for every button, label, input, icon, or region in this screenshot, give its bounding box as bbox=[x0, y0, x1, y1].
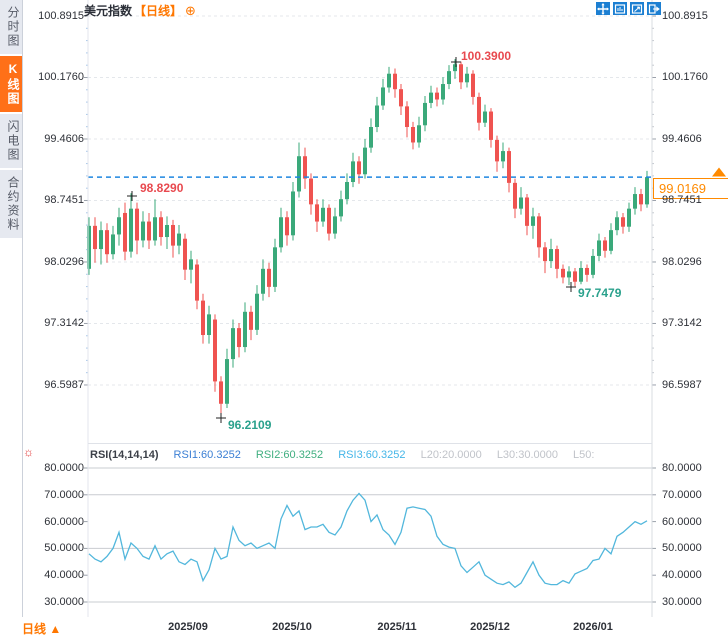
y-axis-label-right: 100.8915 bbox=[662, 10, 708, 22]
rsi-axis-label-left: 80.0000 bbox=[44, 462, 84, 474]
rsi-title: RSI(14,14,14) bbox=[90, 449, 159, 461]
rsi-axis-label-right: 30.0000 bbox=[662, 596, 702, 608]
y-axis-label-left: 100.1760 bbox=[38, 71, 84, 84]
bottom-bar: 日线 ▲ 2025/09 2025/10 2025/11 2025/12 2026/01 bbox=[0, 617, 728, 637]
price-annotation: 98.8290 bbox=[140, 181, 184, 195]
sidebar: 分时图 K线图 闪电图 合约资料 bbox=[0, 0, 23, 637]
zoom-y-icon[interactable] bbox=[630, 2, 644, 15]
x-axis-label: 2025/10 bbox=[272, 621, 312, 633]
sidebar-tab-3[interactable]: 闪电图 bbox=[0, 114, 22, 168]
price-annotation: 100.3900 bbox=[461, 49, 512, 63]
instrument-title: 美元指数 bbox=[84, 4, 133, 18]
price-annotation: 97.7479 bbox=[578, 286, 622, 300]
chart-header: 美元指数 【日线】 ⊕ bbox=[84, 2, 196, 18]
pan-icon[interactable] bbox=[596, 2, 610, 15]
y-axis-label-right: 96.5987 bbox=[662, 378, 702, 391]
rsi-axis-label-right: 60.0000 bbox=[662, 515, 702, 528]
rsi-axis-label-left: 70.0000 bbox=[44, 488, 84, 501]
current-price-badge: 99.0169 bbox=[653, 178, 728, 200]
rsi-axis-label-left: 30.0000 bbox=[44, 596, 84, 608]
rsi3-value: RSI3:60.3252 bbox=[338, 449, 406, 461]
expand-icon[interactable]: ⊕ bbox=[185, 3, 196, 18]
zoom-x-icon[interactable] bbox=[613, 2, 627, 15]
y-axis-label-left: 100.8915 bbox=[38, 10, 84, 22]
x-axis-label: 2026/01 bbox=[573, 621, 613, 633]
y-axis-label-right: 97.3142 bbox=[662, 317, 702, 330]
x-axis-label: 2025/09 bbox=[168, 621, 208, 633]
y-axis-label-right: 98.7451 bbox=[662, 194, 702, 207]
rsi-axis-label-right: 80.0000 bbox=[662, 462, 702, 474]
price-annotation: 96.2109 bbox=[228, 418, 272, 432]
exit-icon[interactable] bbox=[647, 2, 661, 15]
rsi-header: RSI(14,14,14) RSI1:60.3252 RSI2:60.3252 … bbox=[90, 449, 606, 461]
x-axis-label: 2025/11 bbox=[377, 621, 417, 633]
y-axis-label-left: 97.3142 bbox=[44, 317, 84, 330]
rsi-axis-label-left: 60.0000 bbox=[44, 515, 84, 528]
rsi-axis-label-right: 50.0000 bbox=[662, 542, 702, 555]
rsi-axis-label-right: 70.0000 bbox=[662, 488, 702, 501]
sidebar-tab-4[interactable]: 合约资料 bbox=[0, 170, 22, 238]
y-axis-label-right: 98.0296 bbox=[662, 255, 702, 268]
y-axis-label-left: 98.7451 bbox=[44, 194, 84, 207]
rsi-axis-label-right: 40.0000 bbox=[662, 569, 702, 582]
sidebar-tab-1[interactable]: 分时图 bbox=[0, 0, 22, 54]
rsi2-value: RSI2:60.3252 bbox=[255, 449, 324, 461]
period-arrow-icon: ▲ bbox=[49, 622, 62, 636]
y-axis-label-right: 99.4606 bbox=[662, 132, 702, 145]
y-axis-label-right: 100.1760 bbox=[662, 71, 708, 84]
rsi-l50: L50: bbox=[573, 449, 595, 461]
sidebar-tab-2[interactable]: K线图 bbox=[0, 56, 22, 112]
period-selector[interactable]: 日线 ▲ bbox=[22, 622, 62, 636]
y-axis-label-left: 96.5987 bbox=[44, 378, 84, 391]
period-tag: 【日线】 bbox=[134, 4, 183, 18]
rsi-l20: L20:20.0000 bbox=[420, 449, 482, 461]
chart-toolbar bbox=[596, 2, 661, 15]
rsi-l30: L30:30.0000 bbox=[496, 449, 558, 461]
rsi-axis-label-left: 40.0000 bbox=[44, 569, 84, 582]
y-axis-label-left: 99.4606 bbox=[44, 132, 84, 145]
x-axis-label: 2025/12 bbox=[470, 621, 510, 633]
y-axis-label-left: 98.0296 bbox=[44, 255, 84, 268]
rsi1-value: RSI1:60.3252 bbox=[173, 449, 241, 461]
indicator-settings-icon[interactable]: ☼ bbox=[23, 445, 34, 459]
rsi-axis-label-left: 50.0000 bbox=[44, 542, 84, 555]
